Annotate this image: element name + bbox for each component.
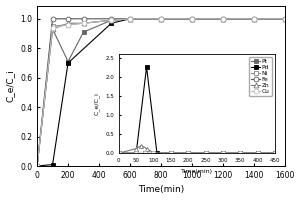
- X-axis label: Time(min): Time(min): [138, 185, 184, 194]
- Y-axis label: C_e/C_i: C_e/C_i: [6, 69, 15, 102]
